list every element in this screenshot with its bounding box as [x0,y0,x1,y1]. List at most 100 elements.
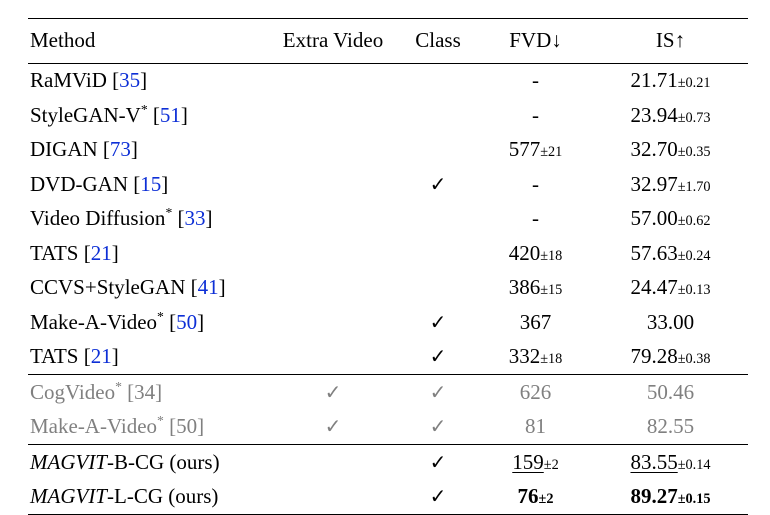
class-cell [398,98,478,133]
is-cell: 32.97±1.70 [593,167,748,202]
table-row: Make-A-Video* [50]✓36733.00 [28,305,748,340]
method-name: RaMViD [30,68,107,92]
citation-link[interactable]: 35 [119,68,140,92]
method-cell: RaMViD [35] [28,63,268,98]
is-cell: 89.27±0.15 [593,480,748,515]
col-class: Class [398,19,478,64]
class-cell [398,236,478,271]
citation-link[interactable]: 50 [176,310,197,334]
table-row: Make-A-Video* [50]✓✓8182.55 [28,410,748,445]
fvd-cell: 159±2 [478,445,593,480]
extra-video-cell [268,445,398,480]
class-cell [398,271,478,306]
fvd-cell: 577±21 [478,133,593,168]
col-fvd: FVD↓ [478,19,593,64]
class-cell: ✓ [398,445,478,480]
method-cell: MAGVIT-B-CG (ours) [28,445,268,480]
extra-video-cell [268,133,398,168]
citation-link[interactable]: 33 [185,206,206,230]
method-cell: DVD-GAN [15] [28,167,268,202]
extra-video-cell [268,271,398,306]
check-icon: ✓ [430,174,447,196]
table-row: CogVideo* [34]✓✓62650.46 [28,375,748,410]
method-name: DVD-GAN [30,172,128,196]
table-body: RaMViD [35]-21.71±0.21StyleGAN-V* [51]-2… [28,63,748,515]
star-icon: * [157,413,164,428]
citation-link[interactable]: 15 [140,172,161,196]
header-row: Method Extra Video Class FVD↓ IS↑ [28,19,748,64]
table-row: MAGVIT-B-CG (ours) ✓ 159±283.55±0.14 [28,445,748,480]
method-cell: CCVS+StyleGAN [41] [28,271,268,306]
col-extra-video: Extra Video [268,19,398,64]
citation-link[interactable]: 21 [91,241,112,265]
method-name: DIGAN [30,137,98,161]
check-icon: ✓ [430,452,447,474]
method-name: TATS [30,241,79,265]
star-icon: * [141,102,148,117]
method-name: Make-A-Video [30,414,157,438]
check-icon: ✓ [430,416,447,438]
method-cell: MAGVIT-L-CG (ours) [28,480,268,515]
method-cell: Make-A-Video* [50] [28,410,268,445]
citation-link[interactable]: 34 [134,380,155,404]
method-cell: StyleGAN-V* [51] [28,98,268,133]
check-icon: ✓ [430,312,447,334]
table-row: TATS [21]420±1857.63±0.24 [28,236,748,271]
is-cell: 50.46 [593,375,748,410]
fvd-cell: - [478,63,593,98]
fvd-cell: 332±18 [478,340,593,375]
extra-video-cell [268,480,398,515]
fvd-cell: 626 [478,375,593,410]
citation-link[interactable]: 73 [110,137,131,161]
method-cell: DIGAN [73] [28,133,268,168]
check-icon: ✓ [430,486,447,508]
citation-link[interactable]: 50 [176,414,197,438]
class-cell: ✓ [398,340,478,375]
fvd-cell: - [478,167,593,202]
extra-video-cell: ✓ [268,375,398,410]
star-icon: * [157,309,164,324]
table-row: StyleGAN-V* [51]-23.94±0.73 [28,98,748,133]
method-cell: Video Diffusion* [33] [28,202,268,237]
star-icon: * [115,379,122,394]
class-cell: ✓ [398,167,478,202]
table-row: RaMViD [35] -21.71±0.21 [28,63,748,98]
method-name: MAGVIT [30,450,107,474]
extra-video-cell: ✓ [268,410,398,445]
fvd-cell: - [478,202,593,237]
table-row: CCVS+StyleGAN [41]386±1524.47±0.13 [28,271,748,306]
is-cell: 57.63±0.24 [593,236,748,271]
citation-link[interactable]: 41 [198,275,219,299]
class-cell: ✓ [398,375,478,410]
citation-link[interactable]: 51 [160,103,181,127]
class-cell [398,202,478,237]
method-cell: TATS [21] [28,340,268,375]
method-name: MAGVIT [30,484,107,508]
fvd-cell: 367 [478,305,593,340]
class-cell: ✓ [398,305,478,340]
class-cell [398,63,478,98]
method-cell: Make-A-Video* [50] [28,305,268,340]
is-cell: 32.70±0.35 [593,133,748,168]
star-icon: * [165,205,172,220]
method-name: TATS [30,344,79,368]
method-name: StyleGAN-V [30,103,141,127]
extra-video-cell [268,167,398,202]
extra-video-cell [268,63,398,98]
method-name: Video Diffusion [30,206,165,230]
col-method: Method [28,19,268,64]
is-cell: 21.71±0.21 [593,63,748,98]
extra-video-cell [268,236,398,271]
is-cell: 83.55±0.14 [593,445,748,480]
fvd-cell: 76±2 [478,480,593,515]
class-cell: ✓ [398,410,478,445]
table-row: MAGVIT-L-CG (ours) ✓ 76±289.27±0.15 [28,480,748,515]
citation-link[interactable]: 21 [91,344,112,368]
method-name: CCVS+StyleGAN [30,275,185,299]
check-icon: ✓ [325,416,342,438]
fvd-cell: 81 [478,410,593,445]
check-icon: ✓ [430,382,447,404]
is-cell: 23.94±0.73 [593,98,748,133]
method-name: Make-A-Video [30,310,157,334]
check-icon: ✓ [325,382,342,404]
